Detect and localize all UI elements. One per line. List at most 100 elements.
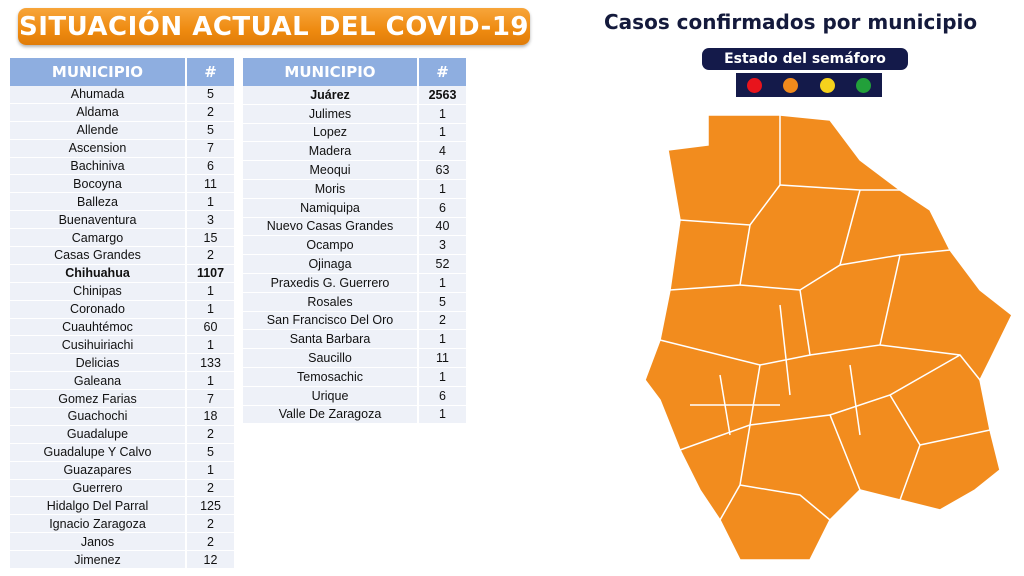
map-title: Casos confirmados por municipio xyxy=(604,10,978,34)
case-count: 1 xyxy=(187,461,234,480)
case-count: 2 xyxy=(187,247,234,265)
header-count: # xyxy=(419,58,466,86)
header-count: # xyxy=(187,58,234,86)
light-green xyxy=(856,77,872,93)
municipio-name: Saucillo xyxy=(243,349,417,368)
table-row: Balleza 1 xyxy=(10,193,234,212)
case-count: 2 xyxy=(419,311,466,331)
table-row: Moris 1 xyxy=(243,179,466,199)
table-row: Guadalupe Y Calvo 5 xyxy=(10,443,234,462)
table-row: Janos 2 xyxy=(10,533,234,552)
table-row: San Francisco Del Oro 2 xyxy=(243,311,466,331)
municipio-name: Bocoyna xyxy=(10,175,185,194)
case-count: 15 xyxy=(187,229,234,248)
municipio-name: Hidalgo Del Parral xyxy=(10,497,185,516)
municipio-name: Ascension xyxy=(10,139,185,158)
municipio-borders xyxy=(659,115,991,521)
table-row: Jimenez 12 xyxy=(10,551,234,570)
municipio-name: Balleza xyxy=(10,193,185,212)
table-row: Galeana 1 xyxy=(10,372,234,391)
table-row: Buenaventura 3 xyxy=(10,211,234,230)
table-row: Ignacio Zaragoza 2 xyxy=(10,515,234,534)
table-row: Allende 5 xyxy=(10,121,234,140)
municipio-name: Guazapares xyxy=(10,461,185,480)
case-count: 1 xyxy=(419,123,466,143)
table-row: Guazapares 1 xyxy=(10,461,234,480)
case-count: 63 xyxy=(419,161,466,180)
table-row: Delicias 133 xyxy=(10,354,234,373)
case-count: 1107 xyxy=(187,264,234,283)
municipio-name: Urique xyxy=(243,386,417,406)
table-row: Ojinaga 52 xyxy=(243,255,466,274)
case-count: 1 xyxy=(419,104,466,124)
semaforo-label: Estado del semáforo xyxy=(702,48,908,70)
light-red xyxy=(746,77,762,93)
municipio-table-right: MUNICIPIO # Juárez 2563 Julimes 1 Lopez 1 Made… xyxy=(241,58,468,425)
municipio-name: Moris xyxy=(243,179,417,199)
municipio-name: Chihuahua xyxy=(10,264,185,283)
case-count: 18 xyxy=(187,408,234,426)
chihuahua-map xyxy=(644,114,1013,561)
table-row: Julimes 1 xyxy=(243,104,466,124)
table-row: Bocoyna 11 xyxy=(10,175,234,194)
municipio-name: Bachiniva xyxy=(10,157,185,176)
light-orange xyxy=(783,77,799,93)
table-row: Ascension 7 xyxy=(10,139,234,158)
case-count: 1 xyxy=(419,367,466,387)
municipio-name: Guerrero xyxy=(10,479,185,498)
case-count: 3 xyxy=(187,211,234,230)
semaforo-lights xyxy=(736,73,882,97)
table-row: Saucillo 11 xyxy=(243,349,466,368)
case-count: 125 xyxy=(187,497,234,516)
municipio-table-left: MUNICIPIO # Ahumada 5 Aldama 2 Allende 5 Ascen… xyxy=(8,58,236,570)
state-outline xyxy=(644,114,1013,561)
case-count: 7 xyxy=(187,139,234,158)
case-count: 11 xyxy=(187,175,234,194)
case-count: 1 xyxy=(419,405,466,425)
table-row: Chinipas 1 xyxy=(10,282,234,301)
case-count: 5 xyxy=(187,443,234,462)
table-row: Gomez Farias 7 xyxy=(10,390,234,409)
table-row: Praxedis G. Guerrero 1 xyxy=(243,273,466,293)
municipio-name: Nuevo Casas Grandes xyxy=(243,217,417,237)
municipio-name: Casas Grandes xyxy=(10,247,185,265)
case-count: 1 xyxy=(187,336,234,355)
case-count: 5 xyxy=(419,292,466,312)
municipio-name: Gomez Farias xyxy=(10,390,185,409)
municipio-name: Guachochi xyxy=(10,408,185,426)
case-count: 12 xyxy=(187,551,234,570)
municipio-name: Ojinaga xyxy=(243,255,417,274)
municipio-name: Ocampo xyxy=(243,236,417,256)
case-count: 2 xyxy=(187,425,234,444)
case-count: 1 xyxy=(187,300,234,319)
municipio-name: Buenaventura xyxy=(10,211,185,230)
municipio-name: Aldama xyxy=(10,103,185,122)
case-count: 1 xyxy=(187,282,234,301)
case-count: 40 xyxy=(419,217,466,237)
municipio-name: Jimenez xyxy=(10,551,185,570)
case-count: 60 xyxy=(187,318,234,337)
municipio-name: Cuauhtémoc xyxy=(10,318,185,337)
case-count: 1 xyxy=(187,193,234,212)
table-row: Nuevo Casas Grandes 40 xyxy=(243,217,466,237)
header-municipio: MUNICIPIO xyxy=(243,58,417,86)
case-count: 52 xyxy=(419,255,466,274)
table-row: Guachochi 18 xyxy=(10,408,234,426)
municipio-name: Camargo xyxy=(10,229,185,248)
municipio-name: Meoqui xyxy=(243,161,417,180)
case-count: 6 xyxy=(419,198,466,218)
case-count: 5 xyxy=(187,121,234,140)
table-row: Meoqui 63 xyxy=(243,161,466,180)
municipio-name: Delicias xyxy=(10,354,185,373)
case-count: 1 xyxy=(419,273,466,293)
case-count: 2 xyxy=(187,103,234,122)
case-count: 5 xyxy=(187,86,234,104)
table-row: Chihuahua 1107 xyxy=(10,264,234,283)
municipio-name: Guadalupe Y Calvo xyxy=(10,443,185,462)
table-row: Guadalupe 2 xyxy=(10,425,234,444)
municipio-name: Chinipas xyxy=(10,282,185,301)
municipio-name: Juárez xyxy=(243,86,417,105)
table-row: Camargo 15 xyxy=(10,229,234,248)
municipio-name: Guadalupe xyxy=(10,425,185,444)
municipio-name: Santa Barbara xyxy=(243,330,417,350)
